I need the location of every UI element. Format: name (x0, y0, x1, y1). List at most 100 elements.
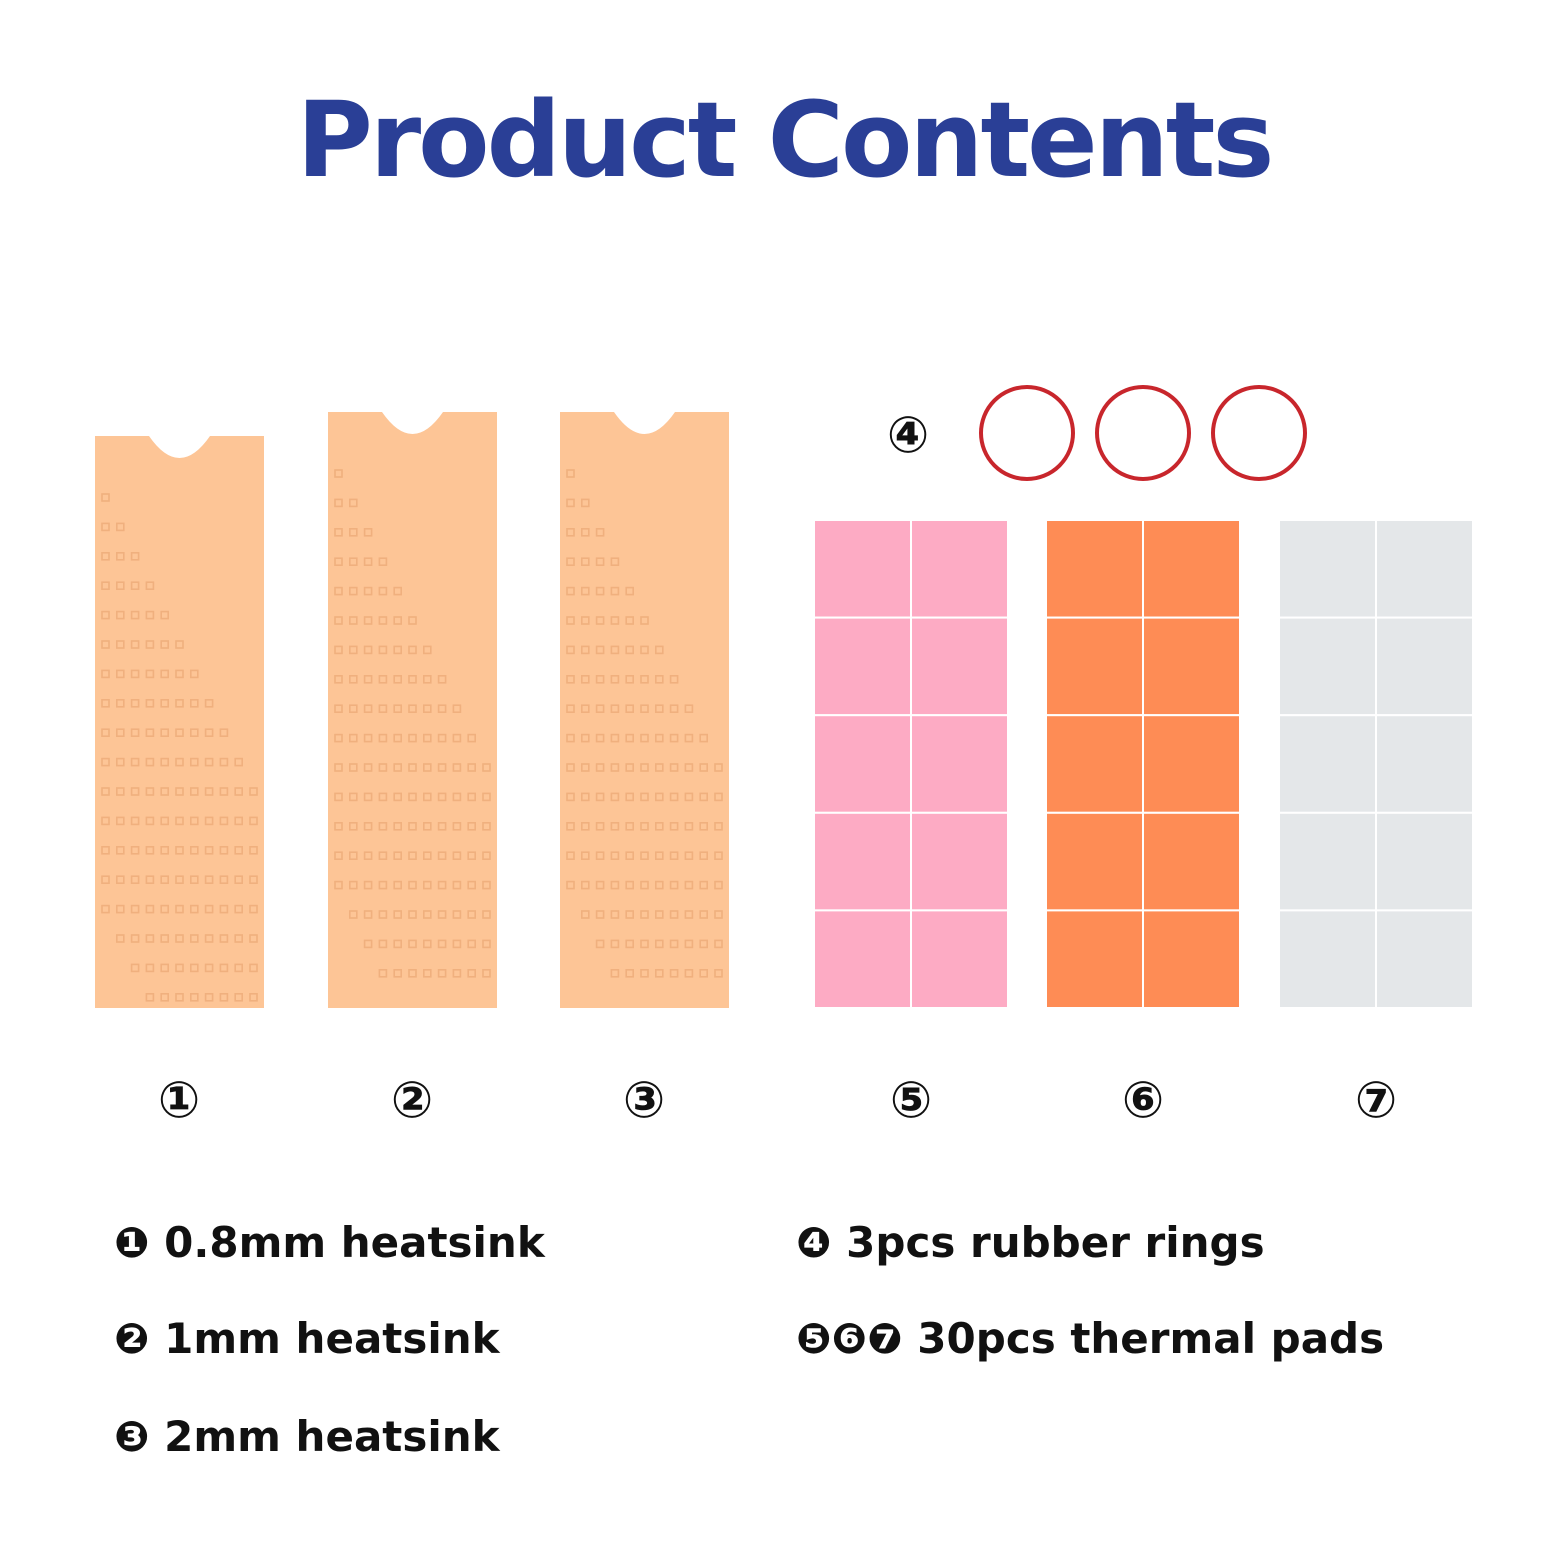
heatsink-dimple (116, 787, 125, 796)
heatsink-dimple (116, 757, 125, 767)
heatsink-dimple (393, 968, 403, 978)
heatsink-number-3: ③ (623, 1071, 665, 1129)
heatsink-dimple (145, 963, 155, 973)
heatsink-dimple (654, 733, 664, 743)
heatsink-dimple (393, 733, 403, 743)
thermal-pad (813, 714, 912, 814)
heatsink-dimple (219, 757, 229, 767)
heatsink-dimple (437, 704, 447, 714)
heatsink-dimple (363, 674, 373, 684)
heatsink-dimple (116, 698, 125, 708)
heatsink-dimple (654, 910, 664, 919)
heatsink-dimple (580, 527, 590, 537)
heatsink-dimple (482, 939, 491, 949)
heatsink-dimple (348, 586, 358, 596)
heatsink-dimple (566, 645, 575, 655)
heatsink-dimple (580, 733, 590, 743)
heatsink-dimple (422, 968, 432, 978)
heatsink-dimple (422, 851, 432, 861)
heatsink-dimple (699, 792, 709, 802)
heatsink-dimple (595, 792, 605, 802)
heatsink-dimple (145, 904, 155, 914)
heatsink-dimple (610, 880, 620, 890)
heatsink-dimple (145, 610, 155, 620)
heatsink-dimple (334, 763, 343, 772)
pad-number-5: ⑤ (890, 1071, 932, 1129)
heatsink-dimple (610, 586, 620, 596)
thermal-pad (1045, 909, 1144, 1010)
heatsink-dimple (482, 763, 491, 772)
heatsink-dimple (699, 968, 709, 978)
heatsink-dimple (566, 498, 575, 508)
heatsink-dimple (625, 645, 635, 655)
heatsink-dimple (625, 821, 635, 831)
heatsink-dimple (654, 645, 664, 655)
heatsink-dimple (160, 875, 169, 885)
heatsink-dimple (334, 645, 343, 655)
heatsink-dimple (467, 733, 477, 743)
heatsink-dimple (408, 674, 417, 684)
heatsink-dimple (393, 616, 403, 625)
heatsink-dimple (219, 934, 229, 943)
heatsink-dimple (669, 821, 679, 831)
heatsink-dimple (580, 498, 590, 508)
heatsink-dimple (175, 992, 184, 1002)
heatsink-dimple (640, 645, 649, 655)
heatsink-dimple (625, 939, 635, 949)
heatsink-dimple (101, 581, 110, 591)
heatsink-dimple (640, 910, 649, 919)
heatsink-dimple (610, 968, 620, 978)
pad-number-6: ⑥ (1122, 1071, 1164, 1129)
heatsink-dimple (408, 968, 417, 978)
heatsink-dimple (116, 640, 125, 649)
heatsink-dimple (422, 821, 432, 831)
heatsink-dimple (625, 733, 635, 743)
thermal-pad-sheet-5 (813, 519, 1009, 1010)
heatsink-dimple (130, 904, 140, 914)
heatsink-dimple (130, 728, 140, 738)
heatsink-dimple (378, 792, 388, 802)
heatsink-dimple (348, 616, 358, 625)
heatsink-dimple (334, 586, 343, 596)
heatsink-dimple (130, 669, 140, 679)
heatsink-dimple (160, 610, 169, 620)
heatsink-dimple (116, 934, 125, 943)
heatsink-dimple (625, 704, 635, 714)
heatsink-dimple (595, 616, 605, 625)
heatsink-dimple (101, 640, 110, 649)
heatsink-dimple (422, 763, 432, 772)
heatsink-dimple (654, 704, 664, 714)
heatsink-dimple (204, 963, 214, 973)
heatsink-dimple (363, 557, 373, 567)
heatsink-dimple (160, 757, 169, 767)
heatsink-dimple (130, 640, 140, 649)
rubber-ring (1095, 385, 1191, 481)
heatsink-dimple (175, 816, 184, 826)
heatsink-dimple (669, 733, 679, 743)
heatsink-dimple (175, 728, 184, 738)
heatsink-dimple (669, 968, 679, 978)
heatsink-dimple (130, 845, 140, 855)
heatsink-dimple (699, 733, 709, 743)
heatsink-dimple (640, 880, 649, 890)
heatsink-dimple (669, 880, 679, 890)
heatsink-dimple (654, 851, 664, 861)
heatsink-dimple (408, 792, 417, 802)
heatsink-dimple (625, 616, 635, 625)
item-numbers: ① ② ③ ④ ⑤ ⑥ ⑦ (158, 406, 1397, 1129)
heatsink-dimple (467, 763, 477, 772)
heatsink-dimple (684, 910, 694, 919)
heatsink-dimple (580, 557, 590, 567)
heatsink-dimple (393, 939, 403, 949)
thermal-pad (1278, 714, 1377, 814)
heatsink-dimple (145, 992, 155, 1002)
heatsink-dimple (482, 851, 491, 861)
heatsink-dimple (452, 733, 462, 743)
heatsink-dimple (348, 527, 358, 537)
heatsink-dimple (190, 816, 199, 826)
heatsink-dimple (334, 498, 343, 508)
heatsink-dimple (580, 586, 590, 596)
heatsink-dimple (160, 669, 169, 679)
heatsink-dimple (714, 821, 723, 831)
